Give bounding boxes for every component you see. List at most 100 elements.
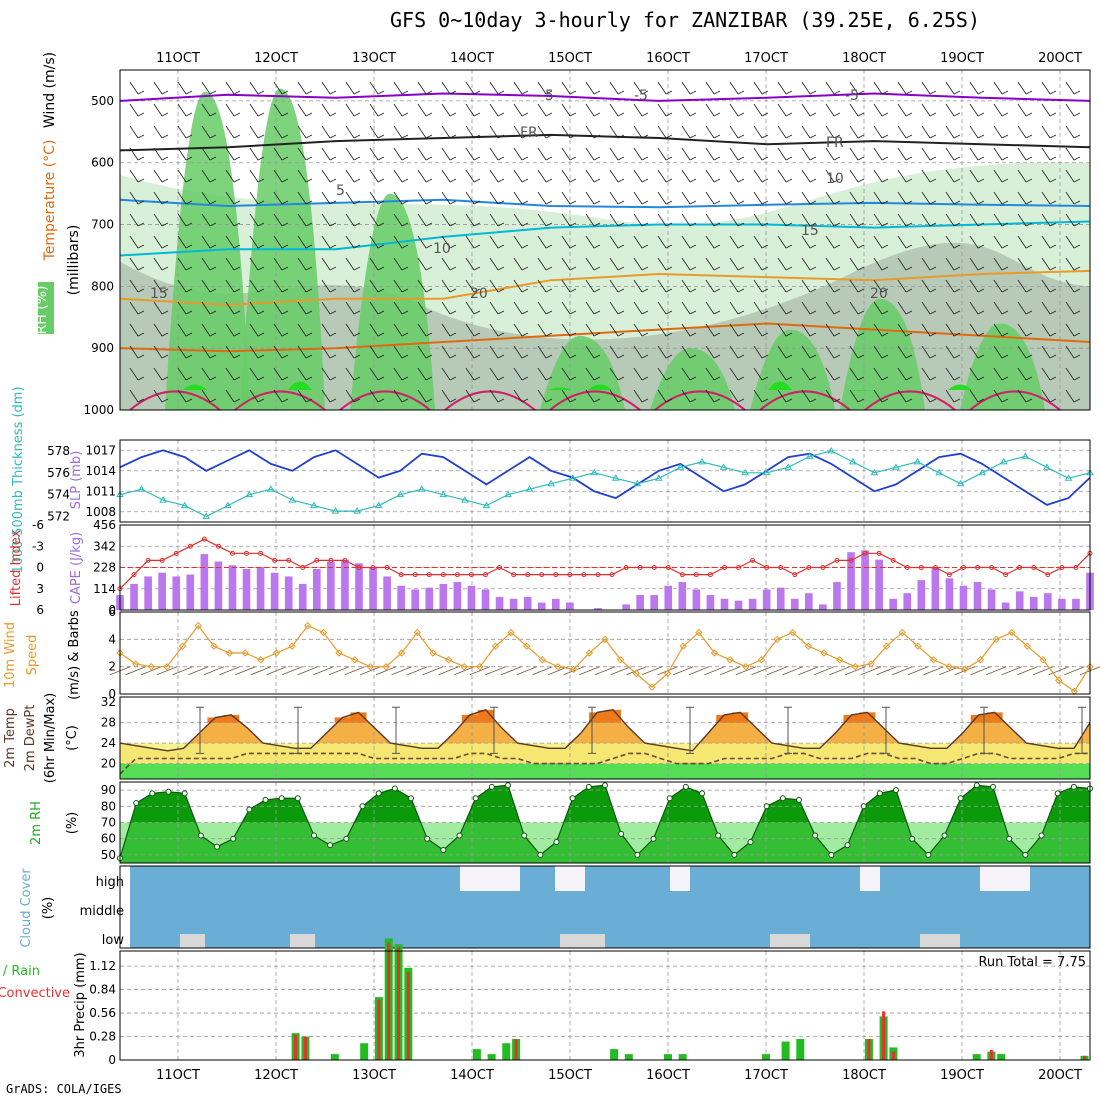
high-cloud-gap xyxy=(460,866,520,891)
wind-barb xyxy=(777,103,787,117)
wind10m-barb xyxy=(798,666,819,676)
wind-barb xyxy=(305,178,313,183)
wind-barb xyxy=(377,266,385,271)
wind-barb xyxy=(209,244,217,249)
li-marker xyxy=(314,557,320,563)
wind-barb xyxy=(185,310,193,315)
rh2m-marker xyxy=(197,832,204,839)
li-marker xyxy=(286,557,292,563)
wind-barb xyxy=(849,279,859,293)
wind-barb xyxy=(305,200,313,205)
wind-barb xyxy=(425,398,433,403)
wind-barb xyxy=(353,332,361,337)
wind-barb xyxy=(377,244,385,249)
wind-barb xyxy=(785,178,793,183)
wind-barb xyxy=(897,257,907,271)
wind-barb xyxy=(137,90,145,95)
wind-barb xyxy=(809,398,817,403)
wind-barb xyxy=(681,367,691,381)
rh2m-tick-label: 50 xyxy=(101,848,116,862)
wind-barb xyxy=(561,257,571,271)
wind-barb xyxy=(705,367,715,381)
cape-bar xyxy=(720,598,729,610)
wind-barb xyxy=(617,332,625,337)
wind-barb xyxy=(873,367,883,381)
wind-barb xyxy=(713,354,721,359)
wind-barb xyxy=(425,178,433,183)
precip-tick-label: 0.56 xyxy=(89,1006,116,1020)
wind-barb xyxy=(665,200,673,205)
rh2m-marker xyxy=(343,835,350,842)
rh2m-marker xyxy=(472,795,479,802)
li-marker xyxy=(525,572,531,578)
wind-barb xyxy=(689,90,697,95)
thickness-marker xyxy=(676,463,685,470)
wind-barb xyxy=(129,323,139,337)
wind-barb xyxy=(329,310,337,315)
thickness-marker xyxy=(611,474,620,481)
cape-bar xyxy=(692,589,701,610)
wind-barb xyxy=(641,266,649,271)
wind-barb xyxy=(665,354,673,359)
wind-barb xyxy=(129,81,139,95)
low-cloud-cover xyxy=(560,934,605,948)
wind-barb xyxy=(1065,345,1075,359)
li-marker xyxy=(342,557,348,563)
wind-barb xyxy=(473,134,481,139)
precip-total-bar xyxy=(502,1043,511,1060)
y-axis-label-rh: RH (%) xyxy=(34,286,50,335)
wind-barb xyxy=(681,169,691,183)
wind-barb xyxy=(153,345,163,359)
precip-total-bar xyxy=(487,1054,496,1060)
thickness-tick-label: 574 xyxy=(47,488,70,502)
wind-barb xyxy=(449,200,457,205)
isotherm-25 xyxy=(969,390,1061,411)
li-tick-label: 3 xyxy=(36,582,44,596)
wind-barb xyxy=(713,266,721,271)
wind-barb xyxy=(209,376,217,381)
wind-barb xyxy=(497,332,505,337)
wind-barb xyxy=(513,257,523,271)
wind-barb xyxy=(273,191,283,205)
wind10m-barb xyxy=(829,666,850,676)
wind-barb xyxy=(513,147,523,161)
wind10m-marker xyxy=(1055,676,1063,685)
thickness-marker xyxy=(310,501,318,509)
rh2m-marker xyxy=(359,803,366,810)
wind-barb xyxy=(417,125,427,139)
wind-barb xyxy=(1041,125,1051,139)
wind-barb xyxy=(657,169,667,183)
wind-barb xyxy=(1065,169,1075,183)
wind-barb xyxy=(353,244,361,249)
wind-barb xyxy=(473,332,481,337)
wind-barb xyxy=(993,103,1003,117)
wind-barb xyxy=(881,200,889,205)
wind-barb xyxy=(521,178,529,183)
thickness-marker xyxy=(568,474,577,481)
thickness-marker xyxy=(288,496,297,503)
rh2m-marker xyxy=(893,787,899,794)
wind-barb xyxy=(233,112,241,117)
rh2m-marker xyxy=(440,847,447,854)
wind10m-marker xyxy=(507,628,515,637)
dewpoint-line xyxy=(119,752,1090,775)
thickness-line xyxy=(119,450,1091,518)
thickness-marker xyxy=(482,501,491,509)
thickness-marker xyxy=(655,474,663,481)
wind-barb xyxy=(185,266,193,271)
wind-barb xyxy=(497,288,505,293)
wind-barb xyxy=(969,345,979,359)
wind-barb xyxy=(897,323,907,337)
wind-barb xyxy=(665,398,673,403)
li-marker xyxy=(764,565,770,570)
wind-barb xyxy=(257,310,265,315)
wind-barb xyxy=(657,323,667,337)
wind-barb xyxy=(545,156,553,161)
rh2m-marker xyxy=(973,782,980,789)
wind-barb xyxy=(593,112,601,117)
wind-barb xyxy=(657,257,667,271)
low-cloud-cover xyxy=(770,934,810,948)
wind-barb xyxy=(705,279,715,293)
wind-barb xyxy=(1065,191,1075,205)
wind-barb xyxy=(777,301,787,315)
